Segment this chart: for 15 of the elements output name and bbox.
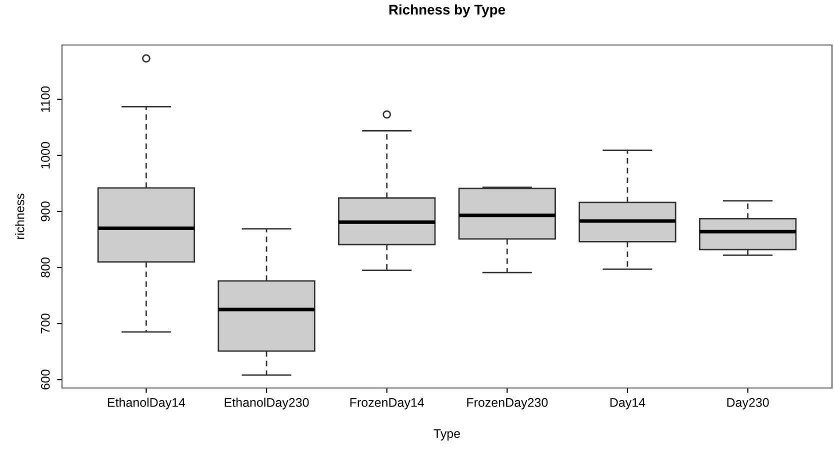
y-tick-label: 700 [40, 314, 50, 334]
y-tick-label: 800 [40, 258, 50, 278]
x-tick-label: Day14 [610, 398, 646, 410]
x-axis-title: Type [434, 429, 460, 440]
x-tick-label: EthanolDay14 [108, 398, 186, 410]
chart-title: Richness by Type [389, 4, 506, 18]
x-tick-label: Day230 [727, 398, 769, 410]
x-tick-label: EthanolDay230 [224, 398, 309, 410]
y-axis-title: richness [15, 194, 24, 239]
y-tick-label: 1000 [40, 142, 50, 168]
x-tick-label: FrozenDay230 [467, 398, 548, 410]
x-tick-label: FrozenDay14 [350, 398, 424, 410]
y-tick-label: 600 [40, 370, 50, 390]
y-tick-label: 1100 [40, 86, 50, 112]
y-tick-label: 900 [40, 202, 50, 222]
